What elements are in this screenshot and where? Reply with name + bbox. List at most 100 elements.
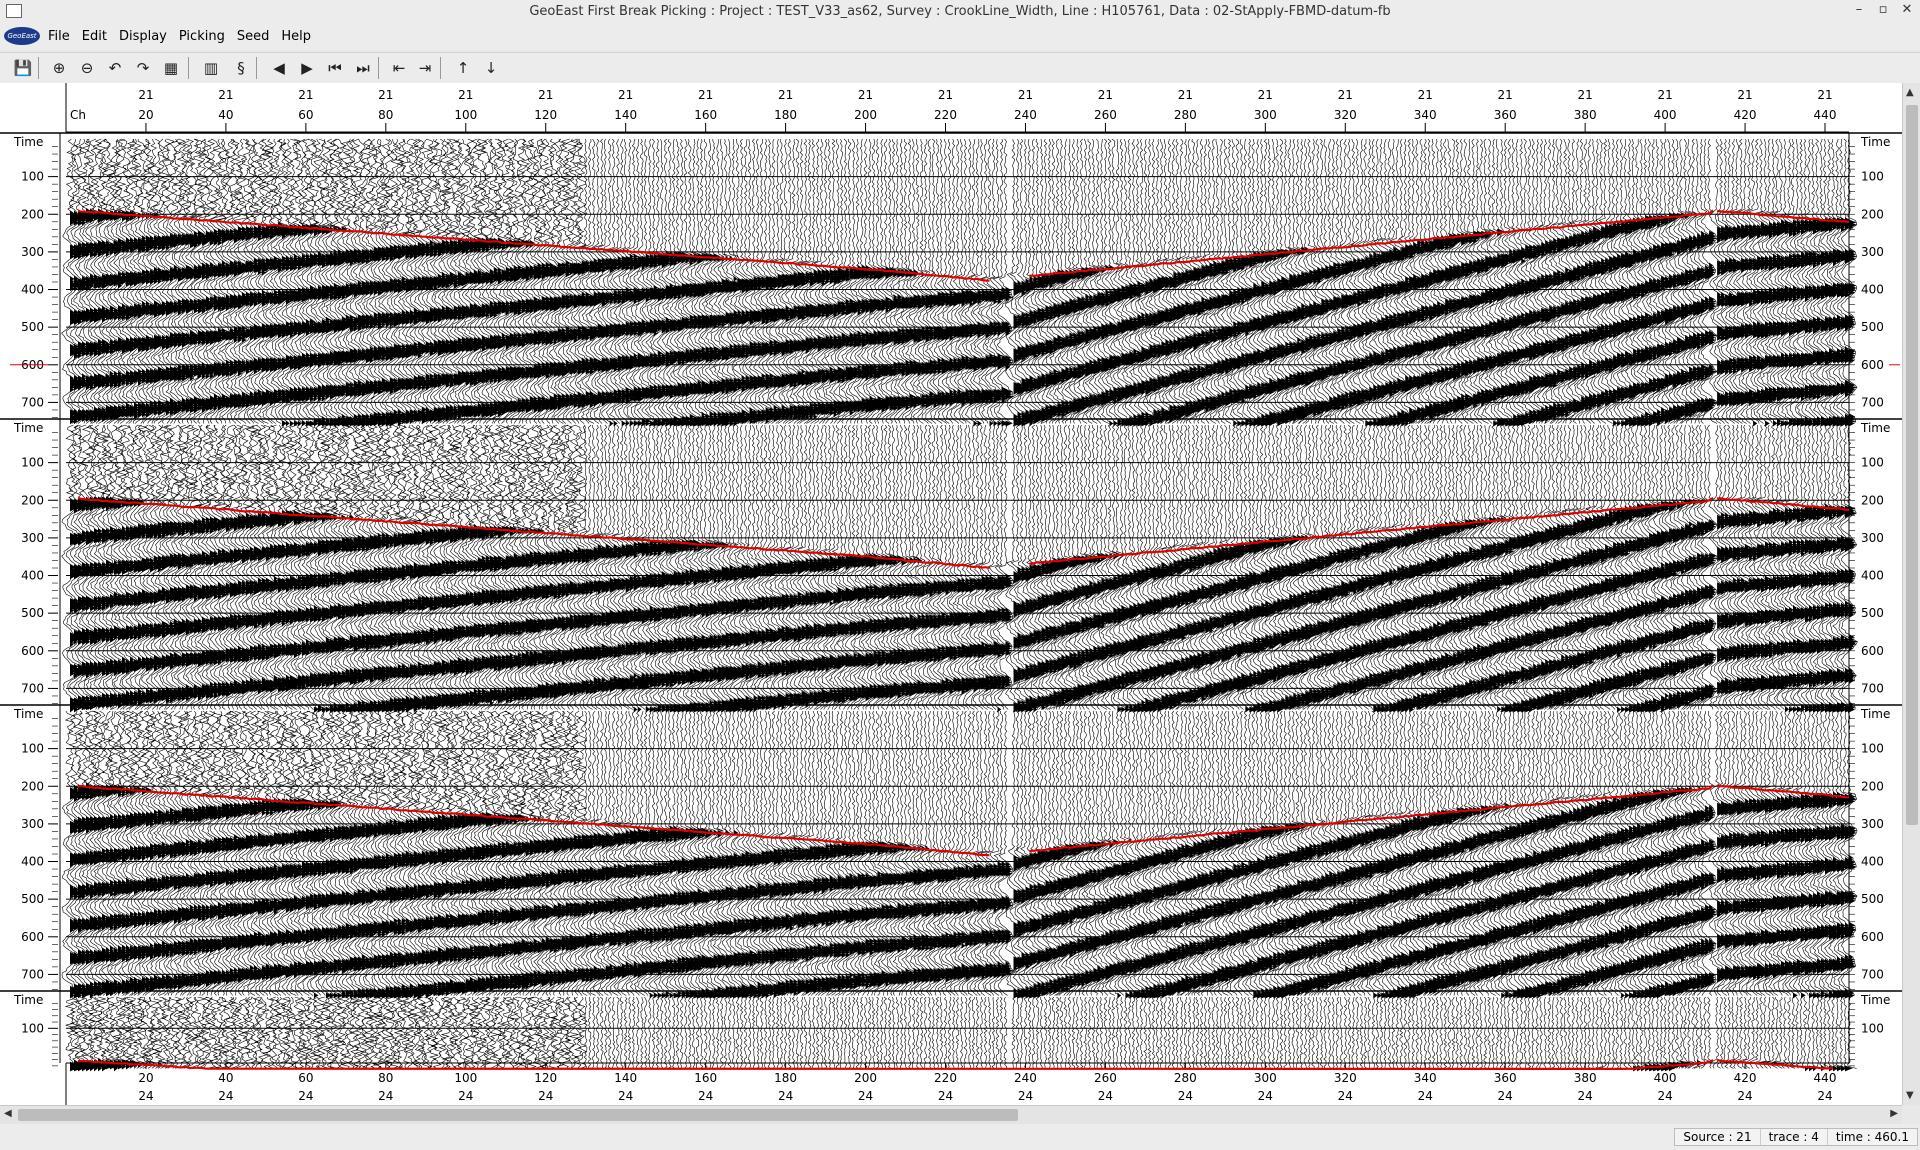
prev-icon[interactable]: ◀ [273, 59, 285, 77]
minimize-icon[interactable]: – [1855, 2, 1863, 17]
time-tick-label: 500 [21, 320, 44, 334]
scroll-left-icon[interactable]: ◀ [4, 1108, 12, 1119]
time-tick-label: 600 [1861, 930, 1884, 944]
scroll-up-icon[interactable]: ▲ [1906, 87, 1914, 98]
channel-tick-label: 160 [694, 1071, 717, 1085]
time-tick-label: 400 [21, 569, 44, 583]
toolbar: 💾 ⊕ ⊖ ↶ ↷ ▦ ▥ § ◀ ▶ ⏮ ⏭ ⇤ ⇥ ↑ ↓ [0, 52, 1920, 84]
time-tick-label: 100 [21, 1021, 44, 1035]
redo-icon[interactable]: ↷ [136, 59, 150, 77]
horizontal-scroll-thumb[interactable] [18, 1109, 1018, 1121]
up-icon[interactable]: ↑ [456, 59, 470, 77]
zoom-out-icon[interactable]: ⊖ [80, 59, 94, 77]
time-tick-label: 100 [21, 170, 44, 184]
channel-tick-label: 400 [1654, 108, 1677, 122]
group-tick-label: 24 [218, 1089, 233, 1103]
window-menu-icon[interactable] [6, 4, 22, 18]
scroll-down-icon[interactable]: ▼ [1906, 1090, 1914, 1101]
channel-tick-label: 300 [1254, 108, 1277, 122]
channel-tick-label: 320 [1334, 1071, 1357, 1085]
channel-tick-label: 120 [534, 108, 557, 122]
menu-list: File Edit Display Picking Seed Help [48, 29, 311, 44]
trace-display-icon[interactable]: ▥ [203, 59, 219, 77]
time-tick-label: 400 [1861, 283, 1884, 297]
last-icon[interactable]: ⏭ [356, 59, 370, 77]
channel-tick-label: 80 [378, 108, 393, 122]
gather-panel [0, 132, 1902, 427]
toolbar-separator [38, 57, 39, 79]
time-axis-label: Time [1860, 421, 1890, 435]
channel-tick-label: 20 [138, 108, 153, 122]
save-icon[interactable]: 💾 [13, 59, 33, 77]
menu-picking[interactable]: Picking [178, 29, 225, 44]
menu-help[interactable]: Help [281, 29, 311, 44]
gather-panel [0, 990, 1902, 1072]
menu-display[interactable]: Display [118, 29, 167, 44]
time-tick-label: 600 [21, 644, 44, 658]
status-trace: trace : 4 [1761, 1129, 1828, 1145]
maximize-icon[interactable]: ▫ [1878, 2, 1888, 17]
shift-left-icon[interactable]: ⇤ [392, 59, 406, 77]
close-icon[interactable]: ✕ [1901, 2, 1913, 17]
grid-icon[interactable]: ▦ [163, 59, 179, 77]
menu-seed[interactable]: Seed [236, 29, 270, 44]
pick-icon[interactable]: § [237, 59, 245, 77]
channel-tick-label: 220 [934, 108, 957, 122]
first-icon[interactable]: ⏮ [328, 59, 342, 77]
group-tick-label: 21 [1178, 88, 1193, 102]
first-break-picks [77, 784, 1850, 857]
time-tick-label: 200 [1861, 493, 1884, 507]
channel-tick-label: 100 [454, 1071, 477, 1085]
group-tick-label: 24 [698, 1089, 713, 1103]
channel-tick-label: 360 [1494, 1071, 1517, 1085]
channel-tick-label: 120 [534, 1071, 557, 1085]
channel-tick-label: 60 [298, 1071, 313, 1085]
channel-tick-label: 300 [1254, 1071, 1277, 1085]
channel-tick-label: 40 [218, 1071, 233, 1085]
time-tick-label: 100 [1861, 170, 1884, 184]
channel-tick-label: 240 [1014, 108, 1037, 122]
horizontal-scrollbar[interactable]: ◀ ▶ [0, 1105, 1902, 1124]
channel-tick-label: 180 [774, 1071, 797, 1085]
scroll-right-icon[interactable]: ▶ [1890, 1108, 1898, 1119]
group-tick-label: 21 [1737, 88, 1752, 102]
seismic-display[interactable]: Ch 21 20 21 40 21 60 21 80 21 100 21 120 21 140 21 160 21… [0, 83, 1920, 1105]
channel-tick-label: 200 [854, 108, 877, 122]
zoom-in-icon[interactable]: ⊕ [52, 59, 66, 77]
group-tick-label: 21 [1018, 88, 1033, 102]
time-tick-label: 100 [1861, 742, 1884, 756]
group-tick-label: 24 [1498, 1089, 1513, 1103]
next-icon[interactable]: ▶ [301, 59, 313, 77]
gather-panel [0, 418, 1902, 713]
vertical-scroll-thumb[interactable] [1906, 105, 1918, 825]
undo-icon[interactable]: ↶ [108, 59, 122, 77]
group-tick-label: 21 [1817, 88, 1832, 102]
time-tick-label: 300 [1861, 245, 1884, 259]
group-tick-label: 21 [1258, 88, 1273, 102]
group-tick-label: 24 [378, 1089, 393, 1103]
first-break-picks [77, 497, 1850, 569]
menu-file[interactable]: File [48, 29, 70, 44]
time-tick-label: 400 [21, 855, 44, 869]
time-tick-label: 700 [21, 395, 44, 409]
time-tick-label: 200 [21, 207, 44, 221]
menu-edit[interactable]: Edit [81, 29, 107, 44]
group-tick-label: 21 [938, 88, 953, 102]
time-tick-label: 400 [1861, 569, 1884, 583]
time-tick-label: 700 [1861, 681, 1884, 695]
vertical-scrollbar[interactable]: ▲ ▼ [1902, 83, 1920, 1105]
group-tick-label: 21 [1098, 88, 1113, 102]
group-tick-label: 24 [1338, 1089, 1353, 1103]
down-icon[interactable]: ↓ [484, 59, 498, 77]
shift-right-icon[interactable]: ⇥ [418, 59, 432, 77]
time-tick-label: 300 [21, 531, 44, 545]
time-tick-label: 700 [21, 681, 44, 695]
toolbar-separator [256, 57, 257, 79]
time-axis-label: Time [1860, 993, 1890, 1007]
time-axis-label: Time [1860, 707, 1890, 721]
time-tick-label: 200 [21, 493, 44, 507]
group-tick-label: 21 [138, 88, 153, 102]
channel-tick-label: 200 [854, 1071, 877, 1085]
toolbar-separator [188, 57, 189, 79]
group-tick-label: 24 [778, 1089, 793, 1103]
